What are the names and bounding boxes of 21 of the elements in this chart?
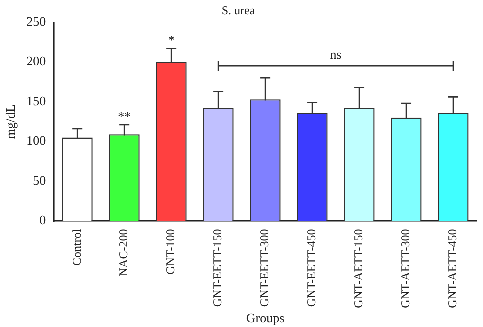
x-axis-title: Groups xyxy=(246,310,285,326)
chart-title: S. urea xyxy=(222,3,256,18)
x-tick-label: GNT-AETT-150 xyxy=(352,229,366,308)
x-tick-label: GNT-AETT-450 xyxy=(446,229,460,308)
y-tick-label: 250 xyxy=(26,14,46,29)
annotation: ** xyxy=(118,108,132,124)
x-tick-label: GNT-AETT-300 xyxy=(398,229,413,308)
y-axis-title: mg/dL xyxy=(3,104,18,140)
annotation: * xyxy=(168,32,175,48)
y-tick-label: 100 xyxy=(26,133,46,148)
y-tick-label: 50 xyxy=(33,172,46,188)
y-tick-label: 150 xyxy=(26,93,46,108)
annotation: ns xyxy=(330,47,342,62)
y-tick-label: 0 xyxy=(40,212,46,228)
x-tick-label: NAC-200 xyxy=(116,229,131,277)
x-tick-label: GNT-100 xyxy=(164,229,178,275)
x-tick-label: GNT-EETT-150 xyxy=(210,229,225,308)
x-tick-label: GNT-EETT-300 xyxy=(258,229,272,308)
y-tick-label: 200 xyxy=(26,54,46,69)
x-tick-label: Control xyxy=(70,228,84,266)
x-tick-label: GNT-EETT-450 xyxy=(304,229,319,308)
